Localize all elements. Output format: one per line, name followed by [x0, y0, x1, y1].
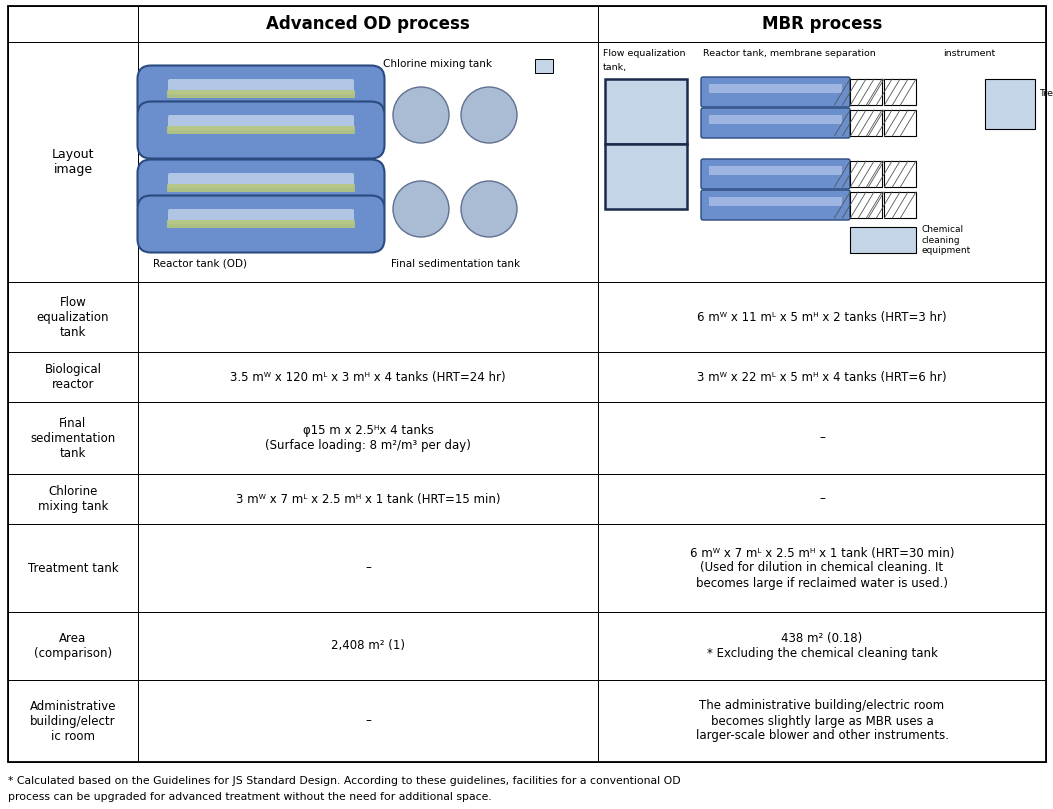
Text: * Calculated based on the Guidelines for JS Standard Design. According to these : * Calculated based on the Guidelines for… [8, 776, 680, 786]
Bar [985, 79, 1035, 129]
Bar [138, 474, 598, 524]
FancyBboxPatch shape [168, 79, 354, 95]
Bar [850, 161, 882, 187]
Bar [885, 192, 916, 218]
FancyBboxPatch shape [167, 90, 355, 98]
Text: tank,: tank, [603, 63, 628, 72]
Text: Layout
image: Layout image [52, 148, 95, 176]
FancyBboxPatch shape [138, 159, 384, 217]
Text: 2,408 m² (1): 2,408 m² (1) [331, 639, 405, 653]
Text: Chemical
cleaning
equipment: Chemical cleaning equipment [921, 225, 970, 255]
FancyBboxPatch shape [167, 220, 355, 228]
Bar [885, 79, 916, 105]
FancyBboxPatch shape [701, 159, 850, 189]
Text: 6 mᵂ x 7 mᴸ x 2.5 mᴴ x 1 tank (HRT=30 min)
(Used for dilution in chemical cleani: 6 mᵂ x 7 mᴸ x 2.5 mᴴ x 1 tank (HRT=30 mi… [690, 547, 954, 590]
FancyBboxPatch shape [138, 196, 384, 252]
Bar [8, 474, 138, 524]
Text: Chlorine mixing tank: Chlorine mixing tank [383, 59, 492, 69]
FancyBboxPatch shape [138, 101, 384, 159]
Bar [138, 612, 598, 680]
Text: Treatment
tank: Treatment tank [1039, 89, 1053, 108]
Text: Flow equalization: Flow equalization [603, 49, 686, 58]
Bar [8, 524, 138, 612]
Text: –: – [819, 493, 824, 506]
Text: –: – [365, 561, 371, 574]
Bar [598, 680, 1046, 762]
Bar [8, 6, 138, 42]
Circle shape [461, 87, 517, 143]
Text: 6 mᵂ x 11 mᴸ x 5 mᴴ x 2 tanks (HRT=3 hr): 6 mᵂ x 11 mᴸ x 5 mᴴ x 2 tanks (HRT=3 hr) [697, 311, 947, 324]
Bar [598, 402, 1046, 474]
Bar [709, 166, 842, 176]
Bar [709, 115, 842, 125]
Text: Reactor tank (OD): Reactor tank (OD) [153, 259, 247, 269]
Bar [605, 144, 687, 209]
Bar [138, 402, 598, 474]
Text: Flow
equalization
tank: Flow equalization tank [37, 295, 110, 338]
Text: φ15 m x 2.5ᴴx 4 tanks
(Surface loading: 8 m²/m³ per day): φ15 m x 2.5ᴴx 4 tanks (Surface loading: … [265, 424, 471, 452]
Bar [709, 197, 842, 206]
Bar [138, 282, 598, 352]
FancyBboxPatch shape [168, 115, 354, 130]
Text: Administrative
building/electr
ic room: Administrative building/electr ic room [29, 700, 116, 743]
Bar [8, 680, 138, 762]
Bar [605, 79, 687, 144]
Bar [138, 680, 598, 762]
FancyBboxPatch shape [701, 108, 850, 138]
Bar [598, 474, 1046, 524]
FancyBboxPatch shape [138, 66, 384, 122]
Circle shape [461, 181, 517, 237]
Bar [850, 192, 882, 218]
Bar [598, 6, 1046, 42]
Bar [8, 352, 138, 402]
FancyBboxPatch shape [701, 190, 850, 220]
Text: 3 mᵂ x 7 mᴸ x 2.5 mᴴ x 1 tank (HRT=15 min): 3 mᵂ x 7 mᴸ x 2.5 mᴴ x 1 tank (HRT=15 mi… [236, 493, 500, 506]
Bar [138, 524, 598, 612]
Bar [8, 42, 138, 282]
FancyBboxPatch shape [167, 184, 355, 192]
Bar [8, 402, 138, 474]
Circle shape [393, 87, 449, 143]
Text: –: – [819, 431, 824, 444]
FancyBboxPatch shape [167, 126, 355, 134]
Bar [138, 42, 598, 282]
Bar [598, 282, 1046, 352]
Bar [598, 42, 1046, 282]
Bar [709, 84, 842, 93]
Bar [138, 352, 598, 402]
FancyBboxPatch shape [168, 209, 354, 224]
Text: Area
(comparison): Area (comparison) [34, 632, 112, 660]
Text: Final
sedimentation
tank: Final sedimentation tank [31, 417, 116, 460]
Text: –: – [365, 714, 371, 727]
Text: The administrative building/electric room
becomes slightly large as MBR uses a
l: The administrative building/electric roo… [695, 700, 949, 743]
FancyBboxPatch shape [168, 173, 354, 188]
Text: 438 m² (0.18)
* Excluding the chemical cleaning tank: 438 m² (0.18) * Excluding the chemical c… [707, 632, 937, 660]
Circle shape [393, 181, 449, 237]
Bar [885, 161, 916, 187]
Text: Treatment tank: Treatment tank [27, 561, 118, 574]
Text: MBR process: MBR process [762, 15, 882, 33]
Text: Biological
reactor: Biological reactor [44, 363, 101, 391]
Text: instrument: instrument [943, 49, 995, 58]
Bar [885, 110, 916, 136]
Text: Advanced OD process: Advanced OD process [266, 15, 470, 33]
Bar [138, 6, 598, 42]
Bar [850, 110, 882, 136]
Text: Final sedimentation tank: Final sedimentation tank [391, 259, 520, 269]
Bar [850, 227, 916, 253]
Text: Reactor tank, membrane separation: Reactor tank, membrane separation [703, 49, 876, 58]
Bar [598, 612, 1046, 680]
Bar [598, 352, 1046, 402]
Text: process can be upgraded for advanced treatment without the need for additional s: process can be upgraded for advanced tre… [8, 792, 492, 802]
Bar [850, 79, 882, 105]
Bar [535, 59, 553, 73]
Text: 3 mᵂ x 22 mᴸ x 5 mᴴ x 4 tanks (HRT=6 hr): 3 mᵂ x 22 mᴸ x 5 mᴴ x 4 tanks (HRT=6 hr) [697, 371, 947, 383]
Bar [8, 612, 138, 680]
Bar [8, 282, 138, 352]
Text: 3.5 mᵂ x 120 mᴸ x 3 mᴴ x 4 tanks (HRT=24 hr): 3.5 mᵂ x 120 mᴸ x 3 mᴴ x 4 tanks (HRT=24… [231, 371, 505, 383]
Text: Chlorine
mixing tank: Chlorine mixing tank [38, 485, 108, 513]
Bar [598, 524, 1046, 612]
FancyBboxPatch shape [701, 77, 850, 107]
